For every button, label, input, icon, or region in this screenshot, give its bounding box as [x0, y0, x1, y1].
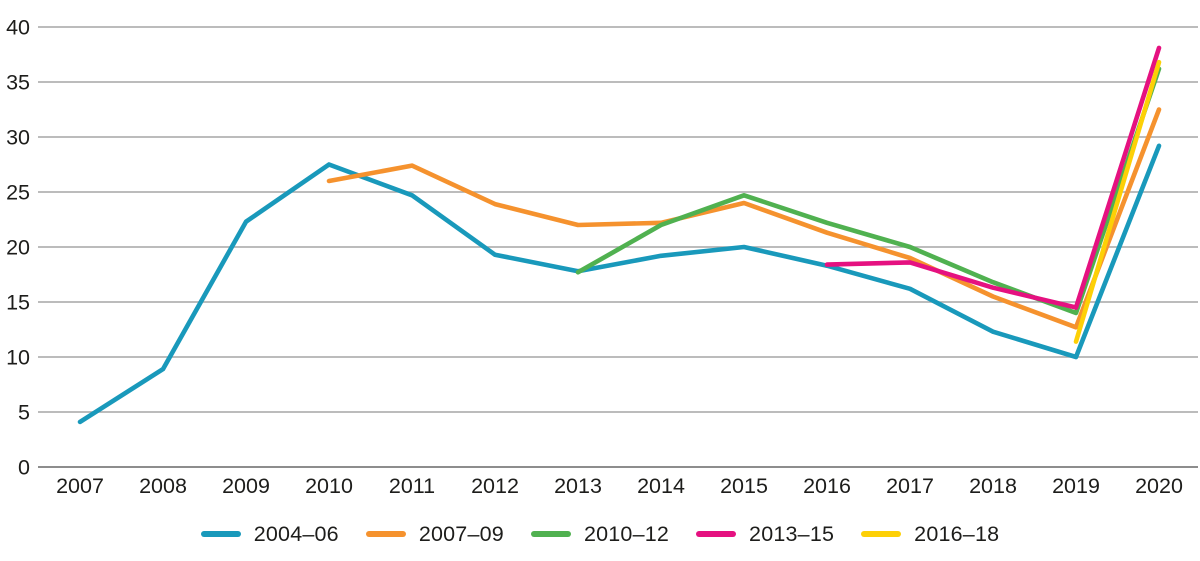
- y-tick-label: 10: [6, 346, 30, 370]
- y-tick-label: 25: [6, 181, 30, 205]
- x-tick-label: 2016: [803, 474, 851, 498]
- legend-swatch-icon: [200, 531, 241, 537]
- legend-label-2007-09: 2007–09: [418, 521, 504, 546]
- legend-item-2013-15: 2013–15: [696, 522, 834, 547]
- y-tick-label: 30: [6, 126, 30, 150]
- legend-item-2007-09: 2007–09: [365, 521, 504, 547]
- legend-label-2016-18: 2016–18: [914, 521, 1000, 546]
- series-line-2004-06: [77, 143, 1162, 425]
- x-tick-label: 2020: [1135, 474, 1183, 498]
- x-tick-label: 2008: [139, 474, 187, 498]
- series-line-2013-15: [824, 45, 1162, 310]
- legend-label-2013-15: 2013–15: [749, 521, 835, 546]
- x-tick-label: 2014: [637, 474, 685, 498]
- series-line-2007-09: [326, 107, 1162, 330]
- legend-swatch-icon: [696, 531, 737, 537]
- x-tick-label: 2011: [389, 474, 435, 498]
- y-tick-label: 0: [18, 456, 30, 480]
- x-tick-label: 2019: [1052, 474, 1100, 498]
- x-tick-label: 2015: [720, 474, 768, 498]
- series-line-2010-12: [575, 66, 1162, 316]
- legend-item-2010-12: 2010–12: [530, 521, 670, 547]
- x-tick-label: 2007: [56, 474, 104, 498]
- series-line-2016-18: [1073, 59, 1162, 344]
- x-tick-label: 2017: [886, 474, 934, 498]
- legend-swatch-icon: [861, 531, 902, 537]
- legend-item-2004-06: 2004–06: [200, 521, 339, 547]
- legend-swatch-icon: [365, 531, 406, 537]
- x-tick-label: 2018: [969, 474, 1017, 498]
- y-tick-label: 20: [6, 236, 30, 260]
- legend-label-2004-06: 2004–06: [253, 521, 339, 546]
- legend-label-2010-12: 2010–12: [583, 521, 670, 546]
- chart-legend: 2004–06 2007–09 2010–12 2013–15 2016–18: [0, 514, 1200, 554]
- y-tick-label: 35: [6, 71, 30, 95]
- x-tick-label: 2010: [305, 474, 353, 498]
- legend-swatch-icon: [530, 531, 571, 537]
- legend-item-2016-18: 2016–18: [861, 522, 999, 547]
- x-tick-label: 2013: [554, 474, 602, 498]
- y-tick-label: 40: [6, 16, 30, 40]
- y-tick-label: 15: [6, 291, 30, 315]
- y-tick-label: 5: [18, 401, 30, 425]
- x-tick-label: 2012: [471, 474, 519, 498]
- x-tick-label: 2009: [222, 474, 270, 498]
